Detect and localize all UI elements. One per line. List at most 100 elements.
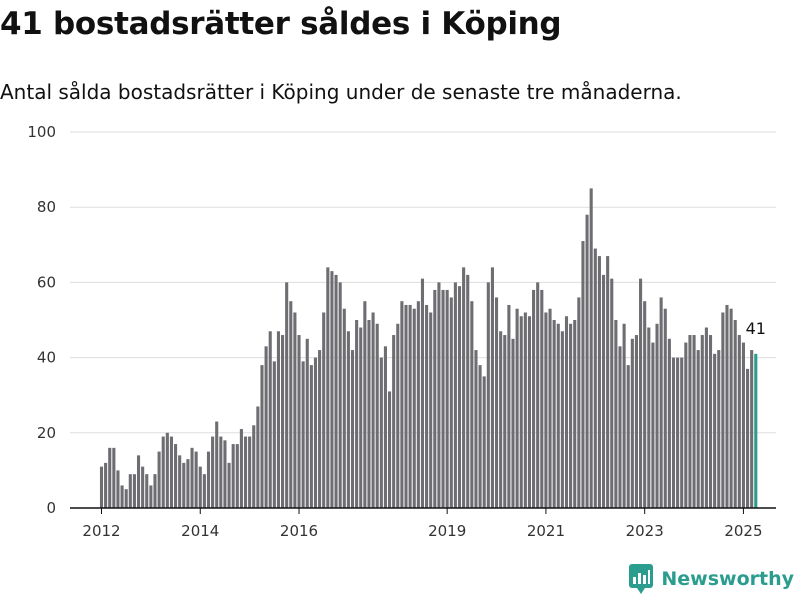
bar (634, 335, 638, 508)
bar (408, 304, 412, 508)
bar (503, 335, 507, 508)
bar (404, 304, 408, 508)
bar (276, 331, 280, 508)
bar (639, 278, 643, 508)
bar (667, 338, 671, 508)
bar (585, 214, 589, 508)
bar-highlighted (754, 353, 758, 508)
bar (548, 308, 552, 508)
bar (721, 312, 725, 508)
bar (441, 289, 445, 508)
bar (235, 444, 239, 508)
bar (511, 338, 515, 508)
y-tick-label: 100 (27, 123, 56, 141)
bar (416, 301, 420, 508)
bar (573, 320, 577, 508)
bar (309, 365, 313, 508)
bar (104, 462, 108, 508)
bar (243, 436, 248, 508)
bar (733, 320, 737, 508)
bar (359, 327, 363, 508)
brand-name: Newsworthy (661, 568, 794, 590)
bar (186, 459, 190, 508)
bar (383, 346, 387, 508)
bar (297, 335, 301, 508)
bar (301, 361, 305, 508)
bar (676, 357, 680, 508)
bar (268, 331, 272, 508)
bar (630, 338, 634, 508)
bar (206, 451, 211, 508)
bar (128, 474, 132, 508)
bar (169, 436, 173, 508)
bar (560, 331, 564, 508)
bar (564, 316, 569, 508)
bar (400, 301, 404, 508)
bar (363, 301, 367, 508)
bar (622, 323, 626, 508)
bar (737, 335, 741, 508)
bar (392, 335, 396, 508)
bar (708, 335, 713, 508)
bar (680, 357, 684, 508)
bar (532, 289, 536, 508)
bar (692, 335, 696, 508)
x-tick-label: 2019 (428, 522, 466, 540)
bar (746, 368, 750, 508)
bar (523, 312, 527, 508)
bar (239, 429, 243, 508)
bar (655, 323, 659, 508)
bar (264, 346, 268, 508)
bar (589, 188, 593, 508)
chart-subtitle: Antal sålda bostadsrätter i Köping under… (0, 80, 682, 104)
bar (350, 350, 355, 508)
bar (112, 447, 116, 508)
bar (741, 342, 745, 508)
x-axis: 2012 2014 2016 2019 2021 2023 2025 (70, 507, 776, 540)
bar (519, 316, 523, 508)
bar (334, 274, 338, 508)
bar (326, 267, 330, 508)
bar (132, 474, 136, 508)
bar (371, 312, 375, 508)
bar (293, 312, 297, 508)
bar (659, 297, 663, 508)
bar (700, 335, 704, 508)
bar (536, 282, 540, 508)
y-tick-label: 20 (37, 424, 56, 442)
bar-chart: 0 20 40 60 80 100 2012 2014 2016 2019 2021 2023 202… (27, 123, 776, 540)
bar (729, 308, 733, 508)
bar (601, 274, 606, 508)
x-tick-label: 2016 (280, 522, 318, 540)
x-tick-label: 2023 (626, 522, 664, 540)
y-tick-label: 60 (37, 273, 56, 291)
bar (194, 451, 198, 508)
newsworthy-logo-icon (629, 564, 654, 594)
bar (153, 474, 157, 508)
bar (593, 248, 597, 508)
bar (190, 447, 194, 508)
bar (145, 474, 149, 508)
bar (165, 432, 169, 508)
bar (474, 350, 478, 508)
bar (577, 297, 581, 508)
bar (149, 485, 153, 508)
bar (120, 485, 124, 508)
bar (375, 323, 379, 508)
bar (141, 466, 145, 508)
bar (470, 301, 474, 508)
bar (174, 444, 178, 508)
bar (494, 297, 499, 508)
bar (540, 289, 544, 508)
bar (338, 282, 342, 508)
bar (388, 391, 392, 508)
annotations: 41 (746, 319, 766, 338)
bar (507, 304, 511, 508)
bar (552, 320, 556, 508)
bar (248, 436, 252, 508)
bar (704, 327, 708, 508)
bar (688, 335, 692, 508)
bar (99, 466, 104, 508)
bar (367, 320, 371, 508)
bar (223, 440, 227, 508)
